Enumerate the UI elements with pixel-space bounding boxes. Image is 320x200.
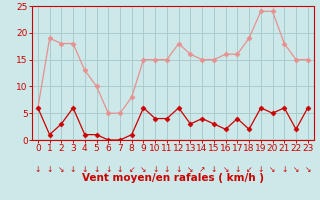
Text: ↘: ↘ (187, 165, 194, 174)
Text: ↘: ↘ (58, 165, 65, 174)
Text: ↓: ↓ (117, 165, 123, 174)
Text: ↓: ↓ (234, 165, 241, 174)
Text: ↓: ↓ (93, 165, 100, 174)
Text: ↓: ↓ (211, 165, 217, 174)
Text: ↗: ↗ (199, 165, 205, 174)
Text: ↓: ↓ (175, 165, 182, 174)
Text: ↘: ↘ (140, 165, 147, 174)
Text: ↓: ↓ (46, 165, 53, 174)
Text: ↓: ↓ (35, 165, 41, 174)
Text: ↓: ↓ (105, 165, 111, 174)
Text: ↘: ↘ (269, 165, 276, 174)
X-axis label: Vent moyen/en rafales ( km/h ): Vent moyen/en rafales ( km/h ) (82, 173, 264, 183)
Text: ↓: ↓ (258, 165, 264, 174)
Text: ↓: ↓ (281, 165, 287, 174)
Text: ↙: ↙ (129, 165, 135, 174)
Text: ↓: ↓ (164, 165, 170, 174)
Text: ↙: ↙ (246, 165, 252, 174)
Text: ↓: ↓ (82, 165, 88, 174)
Text: ↘: ↘ (222, 165, 229, 174)
Text: ↓: ↓ (152, 165, 158, 174)
Text: ↘: ↘ (305, 165, 311, 174)
Text: ↘: ↘ (293, 165, 299, 174)
Text: ↓: ↓ (70, 165, 76, 174)
